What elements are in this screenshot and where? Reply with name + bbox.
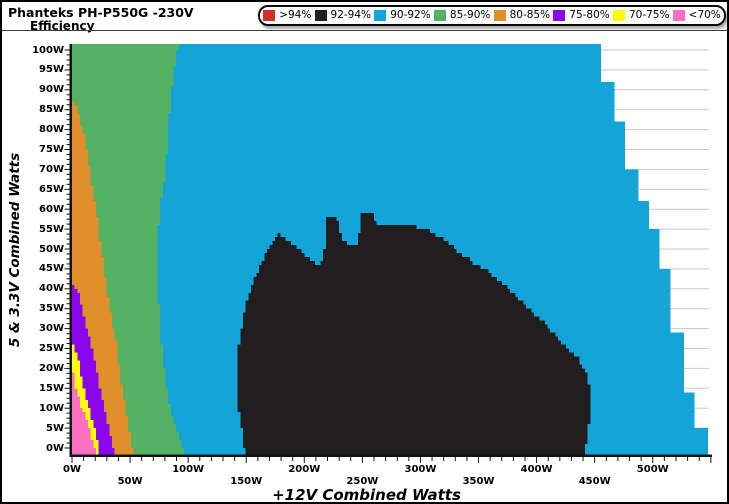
legend-label: 85-90% (449, 9, 491, 22)
legend-swatch (612, 10, 625, 21)
y-tick-label: 15W (39, 382, 64, 394)
x-tick-label: 450W (578, 476, 611, 487)
y-tick-label: 30W (39, 323, 64, 335)
y-tick-label: 20W (39, 362, 64, 374)
title-separator-line (2, 30, 727, 31)
legend-label: <70% (688, 9, 721, 22)
y-tick-label: 35W (39, 303, 64, 315)
y-tick-label: 5W (46, 422, 64, 434)
x-tick-label: 0W (63, 464, 81, 475)
region-70 (72, 364, 97, 455)
legend-label: 92-94% (330, 9, 372, 22)
y-tick-label: 25W (39, 343, 64, 354)
y-tick-label: 70W (39, 163, 64, 175)
legend-swatch (433, 10, 446, 21)
legend-label: 75-80% (569, 9, 610, 22)
x-tick-label: 250W (346, 476, 379, 487)
x-tick-label: 50W (117, 476, 143, 487)
legend-item: <70% (672, 9, 721, 22)
legend-swatch (314, 10, 327, 21)
chart-title: Phanteks PH-P550G -230V (8, 5, 194, 20)
y-tick-label: 100W (32, 44, 64, 56)
y-tick-label: 75W (39, 144, 64, 155)
legend-label: 90-92% (390, 9, 431, 22)
x-tick-label: 500W (636, 464, 669, 475)
x-tick-label: 400W (520, 464, 553, 475)
legend: >94% 92-94% 90-92% 85-90% 80-85% 75-80% 70-75%… (258, 5, 726, 26)
legend-label: 70-75% (628, 9, 670, 22)
x-tick-label: 100W (172, 464, 205, 475)
y-axis-title: 5 & 3.3V Combined Watts (7, 152, 23, 348)
legend-item: 90-92% (374, 10, 431, 21)
legend-item: 80-85% (493, 9, 551, 22)
y-tick-label: 60W (39, 203, 64, 215)
legend-swatch (553, 10, 566, 21)
x-tick-label: 350W (462, 476, 495, 487)
x-tick-label: 200W (288, 464, 321, 475)
y-tick-label: 95W (39, 64, 64, 76)
legend-swatch (263, 10, 276, 21)
x-tick-label: 300W (404, 464, 437, 475)
y-tick-label: 85W (39, 104, 64, 116)
x-axis-title: +12V Combined Watts (272, 486, 461, 504)
legend-item: 92-94% (314, 9, 372, 22)
y-tick-label: 0W (46, 442, 64, 454)
legend-label: 80-85% (509, 9, 551, 22)
y-tick-label: 55W (39, 223, 64, 235)
legend-item: 75-80% (553, 10, 610, 21)
y-tick-label: 40W (39, 283, 64, 295)
y-tick-label: 45W (39, 263, 64, 275)
legend-item: 70-75% (612, 9, 670, 22)
legend-swatch (374, 10, 387, 21)
efficiency-regions (72, 44, 708, 455)
y-tick-label: 80W (39, 124, 64, 136)
y-tick-label: 10W (39, 402, 64, 414)
legend-item: 85-90% (433, 9, 491, 22)
legend-label: >94% (279, 9, 312, 22)
y-tick-label: 50W (39, 243, 64, 255)
legend-swatch (493, 10, 506, 21)
legend-swatch (672, 10, 685, 21)
y-tick-label: 65W (39, 183, 64, 195)
y-tick-label: 90W (39, 84, 64, 96)
region-9294 (237, 213, 591, 455)
chart-subtitle: Efficiency (30, 19, 95, 33)
legend-item: >94% (263, 10, 311, 21)
axes (64, 44, 712, 463)
x-tick-label: 150W (230, 476, 263, 487)
